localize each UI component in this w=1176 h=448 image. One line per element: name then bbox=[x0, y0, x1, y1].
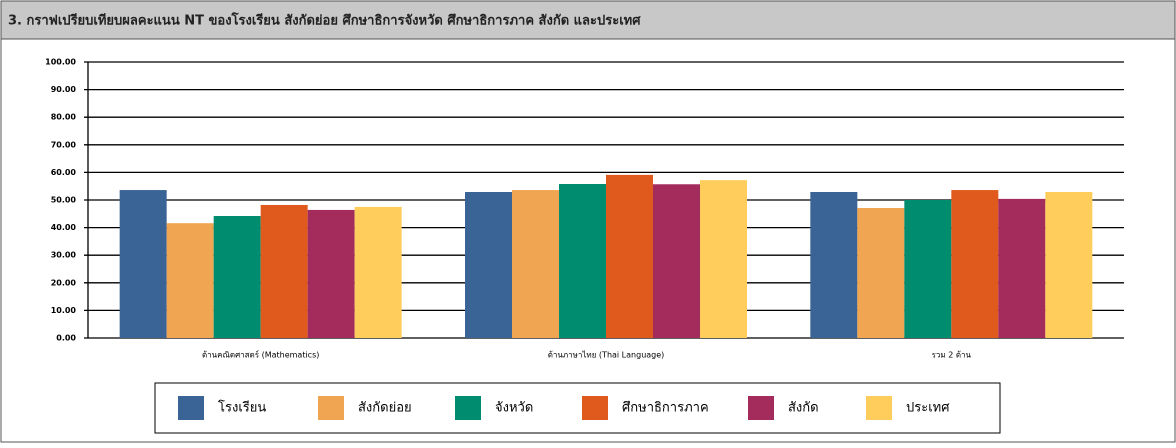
legend-swatch bbox=[866, 396, 892, 420]
legend-label: โรงเรียน bbox=[218, 400, 266, 416]
legend-swatch bbox=[318, 396, 344, 420]
y-tick-label: 50.00 bbox=[51, 196, 77, 205]
y-tick-label: 30.00 bbox=[51, 251, 77, 260]
bar bbox=[904, 200, 952, 338]
x-tick-label: ด้านภาษาไทย (Thai Language) bbox=[548, 351, 665, 360]
bar bbox=[166, 223, 214, 338]
legend-label: สังกัดย่อย bbox=[358, 401, 412, 416]
y-tick-label: 90.00 bbox=[51, 85, 77, 94]
bar bbox=[1045, 191, 1093, 338]
y-tick-label: 80.00 bbox=[51, 113, 77, 122]
bar bbox=[653, 184, 700, 338]
legend-label: ประเทศ bbox=[906, 401, 950, 416]
bar bbox=[213, 216, 261, 338]
legend-swatch bbox=[455, 396, 481, 420]
bar bbox=[354, 206, 402, 338]
bar bbox=[857, 208, 905, 338]
bar bbox=[307, 209, 355, 338]
y-tick-label: 20.00 bbox=[51, 278, 77, 287]
bar bbox=[951, 190, 999, 338]
legend-swatch bbox=[748, 396, 774, 420]
legend-swatch bbox=[178, 396, 204, 420]
bar bbox=[260, 204, 308, 338]
bar bbox=[998, 198, 1046, 338]
title-bar bbox=[0, 0, 1176, 40]
bar bbox=[465, 191, 512, 338]
bar bbox=[559, 183, 606, 338]
y-tick-label: 10.00 bbox=[51, 306, 77, 315]
y-tick-label: 70.00 bbox=[51, 140, 77, 149]
bar bbox=[512, 190, 559, 338]
legend-label: จังหวัด bbox=[495, 401, 533, 416]
chart-title: 3. กราฟเปรียบเทียบผลคะแนน NT ของโรงเรียน… bbox=[8, 12, 641, 29]
bar bbox=[810, 191, 858, 338]
y-tick-label: 100.00 bbox=[45, 58, 76, 67]
y-tick-label: 40.00 bbox=[51, 223, 77, 232]
x-tick-label: รวม 2 ด้าน bbox=[932, 351, 972, 360]
bar bbox=[606, 174, 653, 338]
legend-box bbox=[154, 382, 1001, 434]
legend-label: สังกัด bbox=[788, 401, 819, 416]
y-tick-label: 0.00 bbox=[56, 334, 76, 343]
legend-label: ศึกษาธิการภาค bbox=[622, 401, 709, 416]
bar bbox=[700, 180, 747, 338]
x-tick-label: ด้านคณิตศาสตร์ (Mathematics) bbox=[202, 350, 319, 360]
legend-swatch bbox=[582, 396, 608, 420]
y-tick-label: 60.00 bbox=[51, 168, 77, 177]
bar bbox=[119, 190, 167, 338]
